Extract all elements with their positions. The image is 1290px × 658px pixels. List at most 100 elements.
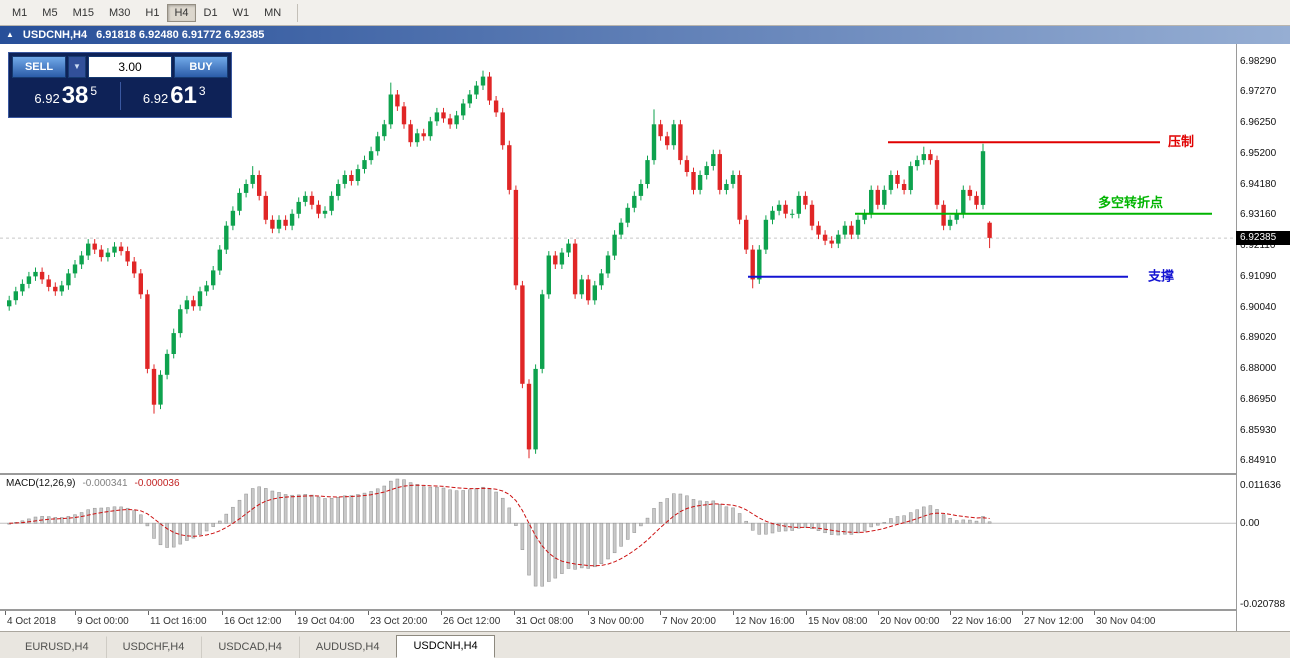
time-axis-tick — [441, 611, 442, 615]
sell-button[interactable]: SELL — [12, 56, 66, 78]
chart-title-ohlc: 6.91818 6.92480 6.91772 6.92385 — [96, 29, 265, 41]
price-axis-label: 6.97270 — [1240, 86, 1277, 98]
current-price-badge: 6.92385 — [1236, 231, 1290, 246]
price-scale[interactable]: 6.98290 6.97270 6.96250 6.95200 6.94180 6.931… — [1237, 44, 1290, 631]
time-axis[interactable]: 4 Oct 2018 9 Oct 00:00 11 Oct 16:00 16 Oct … — [0, 611, 1236, 631]
macd-axis-label: 0.011636 — [1240, 480, 1281, 491]
tf-button-h1[interactable]: H1 — [138, 4, 166, 22]
time-axis-label: 22 Nov 16:00 — [952, 616, 1012, 627]
macd-value-main: -0.000341 — [82, 478, 128, 489]
time-axis-label: 7 Nov 20:00 — [662, 616, 716, 627]
chart-macd-splitter[interactable] — [0, 473, 1290, 475]
time-axis-label: 23 Oct 20:00 — [370, 616, 428, 627]
tf-button-m30[interactable]: M30 — [102, 4, 137, 22]
macd-label: MACD(12,26,9) — [6, 478, 76, 489]
macd-header: MACD(12,26,9) -0.000341 -0.000036 — [6, 478, 180, 489]
buy-button[interactable]: BUY — [174, 56, 228, 78]
chart-tab-eurusd[interactable]: EURUSD,H4 — [25, 641, 89, 653]
buy-price-sup: 3 — [198, 84, 206, 98]
macd-axis-label: -0.020788 — [1240, 599, 1286, 610]
tf-button-m15[interactable]: M15 — [66, 4, 101, 22]
toolbar-separator — [297, 3, 299, 22]
time-axis-tick — [295, 611, 296, 615]
time-axis-tick — [368, 611, 369, 615]
time-axis-label: 31 Oct 08:00 — [516, 616, 574, 627]
time-axis-label: 27 Nov 12:00 — [1024, 616, 1084, 627]
chart-tab-usdcad[interactable]: USDCAD,H4 — [201, 636, 299, 658]
macd-histogram — [7, 478, 992, 587]
time-axis-tick — [588, 611, 589, 615]
sell-price-display[interactable]: 6.92 38 5 — [12, 81, 120, 111]
buy-price-display[interactable]: 6.92 61 3 — [121, 81, 229, 111]
price-axis-label: 6.86950 — [1240, 394, 1277, 406]
tf-button-mn[interactable]: MN — [257, 4, 288, 22]
sell-price-sup: 5 — [90, 84, 98, 98]
time-axis-tick — [806, 611, 807, 615]
chart-tab-usdcnh[interactable]: USDCNH,H4 — [396, 635, 495, 658]
time-axis-label: 19 Oct 04:00 — [297, 616, 355, 627]
time-axis-tick — [514, 611, 515, 615]
time-axis-label: 12 Nov 16:00 — [735, 616, 795, 627]
one-click-trading-panel: SELL ▼ BUY 6.92 38 5 6.92 61 3 — [8, 52, 232, 118]
price-axis-label: 6.95200 — [1240, 148, 1277, 160]
sell-price-main: 6.92 — [34, 91, 60, 106]
time-axis-tick — [1094, 611, 1095, 615]
price-axis-label: 6.88000 — [1240, 362, 1277, 374]
macd-axis-label: 0.00 — [1240, 518, 1260, 530]
tf-button-m5[interactable]: M5 — [35, 4, 64, 22]
annotation-label: 支撑 — [1147, 269, 1174, 284]
chart-tab-audusd[interactable]: AUDUSD,H4 — [298, 636, 397, 658]
time-axis-label: 26 Oct 12:00 — [443, 616, 501, 627]
time-axis-tick — [878, 611, 879, 615]
time-axis-label: 15 Nov 08:00 — [808, 616, 868, 627]
timeframe-toolbar: M1 M5 M15 M30 H1 H4 D1 W1 MN — [0, 0, 1290, 26]
tf-button-d1[interactable]: D1 — [197, 4, 225, 22]
time-axis-label: 16 Oct 12:00 — [224, 616, 282, 627]
price-axis-label: 6.89020 — [1240, 332, 1277, 344]
tf-button-w1[interactable]: W1 — [226, 4, 257, 22]
time-axis-tick — [5, 611, 6, 615]
price-axis-label: 6.90040 — [1240, 302, 1277, 314]
time-axis-label: 3 Nov 00:00 — [590, 616, 644, 627]
price-scale-border — [1236, 44, 1237, 631]
price-axis-label: 6.93160 — [1240, 208, 1277, 220]
collapse-icon[interactable]: ▲ — [6, 30, 14, 39]
chart-title-symbol: USDCNH,H4 — [22, 29, 88, 41]
tf-button-h4[interactable]: H4 — [167, 3, 196, 22]
price-axis-label: 6.98290 — [1240, 56, 1277, 67]
macd-signal-line — [9, 484, 990, 567]
chart-tab-bar: EURUSD,H4 USDCHF,H4 USDCAD,H4 AUDUSD,H4 USDC… — [0, 631, 1290, 658]
macd-axis-splitter — [0, 609, 1290, 611]
annotation-label: 多空转折点 — [1098, 195, 1163, 210]
time-axis-label: 30 Nov 04:00 — [1096, 616, 1156, 627]
time-axis-label: 20 Nov 00:00 — [880, 616, 940, 627]
price-axis-label: 6.92110 — [1240, 240, 1276, 252]
panel-divider — [119, 82, 121, 110]
time-axis-tick — [1022, 611, 1023, 615]
time-axis-tick — [950, 611, 951, 615]
time-axis-tick — [733, 611, 734, 615]
macd-subwindow[interactable] — [0, 475, 1236, 609]
price-axis-label: 6.94180 — [1240, 178, 1277, 190]
volume-input[interactable] — [88, 56, 172, 78]
time-axis-label: 9 Oct 00:00 — [77, 616, 129, 627]
volume-dropdown-icon[interactable]: ▼ — [68, 56, 86, 78]
price-axis-label: 6.91090 — [1240, 270, 1277, 282]
time-axis-label: 4 Oct 2018 — [7, 616, 56, 627]
chart-window-titlebar[interactable]: ▲ USDCNH,H4 6.91818 6.92480 6.91772 6.92… — [0, 26, 1290, 44]
candles-layer — [7, 70, 992, 459]
price-axis-label: 6.84910 — [1240, 455, 1277, 466]
tf-button-m1[interactable]: M1 — [5, 4, 34, 22]
price-axis-label: 6.96250 — [1240, 116, 1277, 128]
time-axis-tick — [222, 611, 223, 615]
chart-tab-usdchf[interactable]: USDCHF,H4 — [105, 636, 202, 658]
sell-price-big: 38 — [61, 82, 89, 109]
time-axis-tick — [660, 611, 661, 615]
price-axis-label: 6.85930 — [1240, 424, 1277, 436]
time-axis-tick — [148, 611, 149, 615]
buy-price-big: 61 — [170, 82, 197, 109]
annotation-label: 压制 — [1168, 134, 1194, 149]
time-axis-tick — [75, 611, 76, 615]
buy-price-main: 6.92 — [142, 91, 169, 106]
macd-value-signal: -0.000036 — [134, 478, 180, 489]
